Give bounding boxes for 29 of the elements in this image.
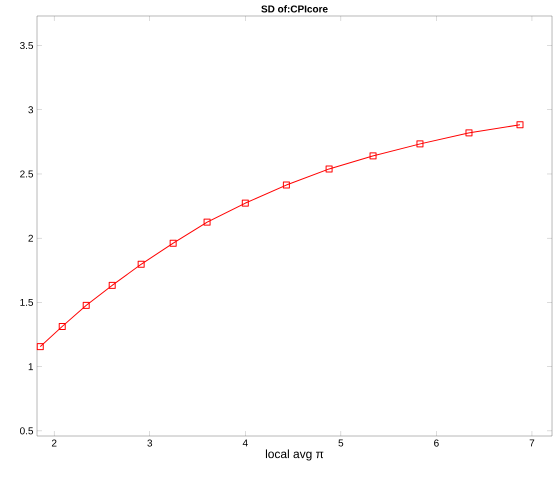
point — [516, 121, 524, 128]
x-tick-label: 6 — [434, 440, 439, 447]
y-tick-label: 3.5 — [20, 42, 34, 50]
y-tick-label: 1 — [28, 363, 33, 370]
point — [204, 218, 211, 226]
y-tick-label: 3 — [28, 106, 34, 114]
x-tick-label: 3 — [147, 440, 152, 447]
x-tick-label: 5 — [338, 440, 344, 446]
point — [108, 282, 116, 289]
point — [138, 260, 145, 268]
point — [370, 152, 377, 160]
x-axis-title: local avg π — [266, 449, 324, 461]
point — [282, 182, 290, 189]
point — [36, 343, 44, 350]
y-tick-label: 2 — [28, 234, 33, 242]
point — [58, 322, 66, 330]
y-tick-label: 0.5 — [20, 427, 34, 434]
point — [170, 240, 177, 247]
point — [465, 129, 472, 136]
y-tick-label: 1.5 — [20, 298, 34, 306]
x-tick-label: 2 — [52, 440, 56, 446]
point — [326, 165, 333, 172]
chart-title: SD of:CPIcore — [261, 5, 328, 12]
point — [242, 200, 249, 207]
x-tick-label: 7 — [530, 440, 534, 446]
point — [82, 302, 90, 309]
x-tick-label: 4 — [242, 440, 248, 446]
y-tick-label: 2.5 — [20, 170, 34, 178]
point — [416, 140, 424, 148]
